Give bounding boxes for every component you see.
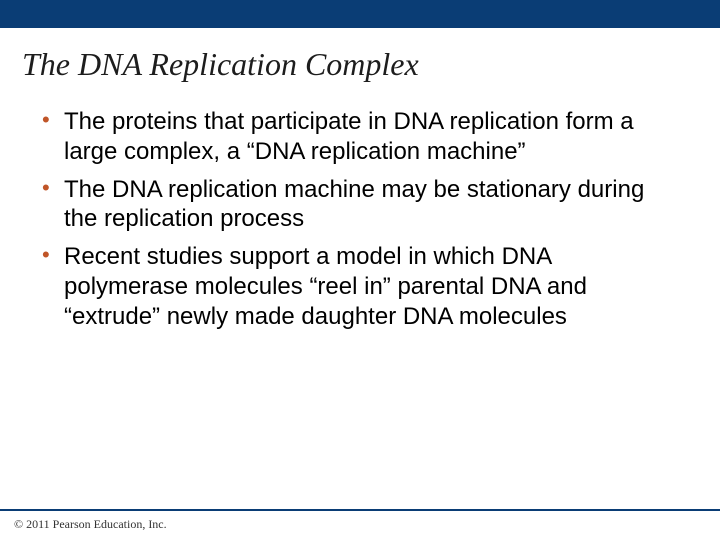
slide-title: The DNA Replication Complex <box>0 28 720 83</box>
bullet-item: The DNA replication machine may be stati… <box>64 175 680 235</box>
bullet-list: The proteins that participate in DNA rep… <box>64 107 680 331</box>
slide-footer: © 2011 Pearson Education, Inc. <box>0 509 720 540</box>
top-accent-bar <box>0 0 720 28</box>
copyright-text: © 2011 Pearson Education, Inc. <box>0 511 720 540</box>
bullet-item: The proteins that participate in DNA rep… <box>64 107 680 167</box>
bullet-item: Recent studies support a model in which … <box>64 242 680 331</box>
slide-content: The proteins that participate in DNA rep… <box>0 83 720 331</box>
